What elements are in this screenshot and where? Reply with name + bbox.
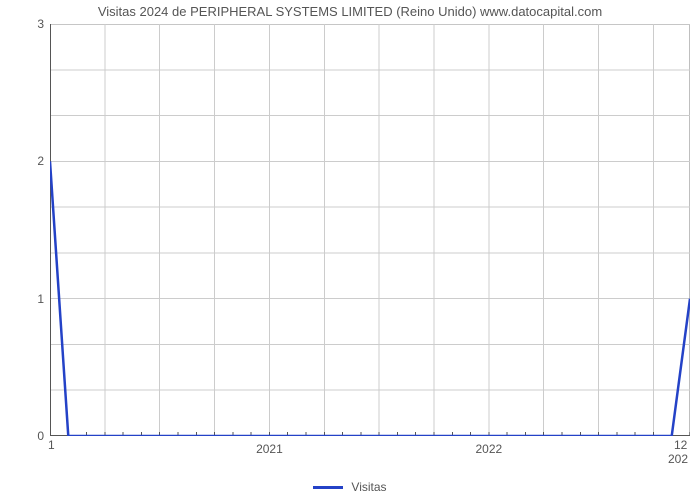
x-corner-left: 1 xyxy=(48,438,55,452)
x-corner-right-bottom: 202 xyxy=(668,452,688,466)
plot-svg xyxy=(50,24,690,436)
x-corner-right-top: 12 xyxy=(674,438,690,452)
legend: Visitas xyxy=(0,480,700,494)
legend-label: Visitas xyxy=(351,480,386,494)
chart-title: Visitas 2024 de PERIPHERAL SYSTEMS LIMIT… xyxy=(0,4,700,19)
y-tick-label: 0 xyxy=(28,429,44,443)
y-tick-label: 1 xyxy=(28,292,44,306)
y-tick-label: 2 xyxy=(28,154,44,168)
plot-area xyxy=(50,24,690,436)
x-tick-label: 2022 xyxy=(475,442,502,456)
chart-container: Visitas 2024 de PERIPHERAL SYSTEMS LIMIT… xyxy=(0,0,700,500)
x-tick-label: 2021 xyxy=(256,442,283,456)
legend-swatch xyxy=(313,486,343,489)
y-tick-label: 3 xyxy=(28,17,44,31)
